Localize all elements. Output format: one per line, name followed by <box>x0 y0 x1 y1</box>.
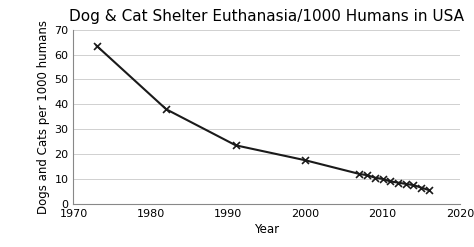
Point <box>371 176 379 180</box>
Point <box>410 183 417 187</box>
Point <box>93 44 100 48</box>
Point <box>394 181 402 185</box>
X-axis label: Year: Year <box>254 223 279 236</box>
Point <box>402 182 410 186</box>
Point <box>425 188 433 192</box>
Point <box>379 177 386 181</box>
Point <box>363 173 371 177</box>
Point <box>356 172 363 176</box>
Y-axis label: Dogs and Cats per 1000 humans: Dogs and Cats per 1000 humans <box>37 20 50 214</box>
Point <box>386 179 394 183</box>
Point <box>301 158 309 162</box>
Point <box>418 186 425 190</box>
Point <box>163 107 170 111</box>
Point <box>232 143 239 147</box>
Title: Dog & Cat Shelter Euthanasia/1000 Humans in USA: Dog & Cat Shelter Euthanasia/1000 Humans… <box>69 9 464 24</box>
